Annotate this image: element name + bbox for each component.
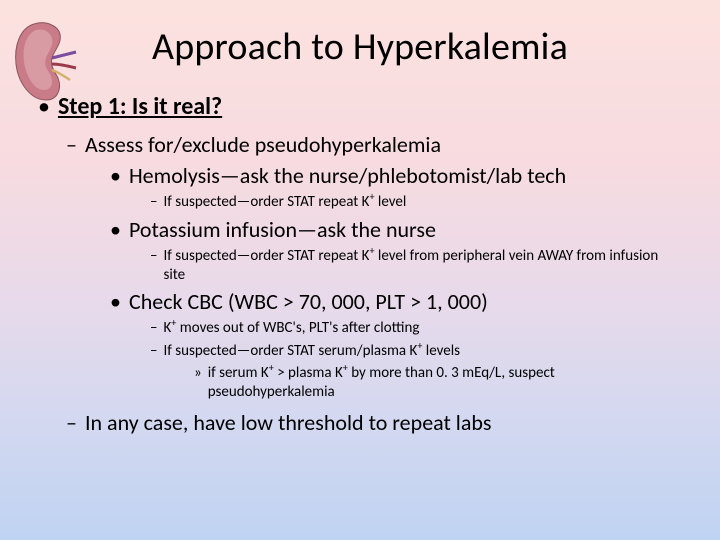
bullet-l4: – — [150, 342, 157, 361]
bullet-l4: – — [150, 193, 157, 212]
text: If suspected—order STAT repeat K+ level — [163, 193, 406, 212]
list-item: – If suspected—order STAT repeat K+ leve… — [150, 247, 682, 285]
bullet-l5: » — [194, 364, 202, 383]
text: Check CBC (WBC > 70, 000, PLT > 1, 000) — [129, 288, 488, 315]
list-item: » if serum K+ > plasma K+ by more than 0… — [194, 364, 682, 402]
kidney-icon — [12, 18, 84, 106]
text: If suspected—order STAT repeat K+ level … — [163, 247, 664, 285]
text: K+ moves out of WBC's, PLT's after clott… — [163, 319, 419, 338]
list-item: – If suspected—order STAT repeat K+ leve… — [150, 193, 682, 212]
text: Potassium infusion—ask the nurse — [129, 216, 436, 243]
slide-body: • Step 1: Is it real? – Assess for/exclu… — [0, 70, 720, 436]
list-item: • Hemolysis—ask the nurse/phlebotomist/l… — [110, 162, 682, 189]
slide-title: Approach to Hyperkalemia — [0, 0, 720, 70]
list-item: • Potassium infusion—ask the nurse — [110, 216, 682, 243]
text: In any case, have low threshold to repea… — [85, 409, 491, 436]
text: If suspected—order STAT serum/plasma K+ … — [163, 342, 460, 361]
bullet-l2: – — [66, 409, 77, 436]
list-item: • Check CBC (WBC > 70, 000, PLT > 1, 000… — [110, 288, 682, 315]
bullet-l4: – — [150, 247, 157, 266]
list-item: – In any case, have low threshold to rep… — [66, 409, 682, 436]
text: Hemolysis—ask the nurse/phlebotomist/lab… — [129, 162, 566, 189]
bullet-l3: • — [110, 162, 121, 189]
bullet-l3: • — [110, 288, 121, 315]
list-item: – Assess for/exclude pseudohyperkalemia — [66, 131, 682, 158]
step-heading: • Step 1: Is it real? — [38, 92, 682, 121]
list-item: – If suspected—order STAT serum/plasma K… — [150, 342, 682, 361]
list-item: – K+ moves out of WBC's, PLT's after clo… — [150, 319, 682, 338]
text: if serum K+ > plasma K+ by more than 0. … — [208, 364, 658, 402]
text: Assess for/exclude pseudohyperkalemia — [85, 131, 441, 158]
bullet-l3: • — [110, 216, 121, 243]
bullet-l4: – — [150, 319, 157, 338]
bullet-l2: – — [66, 131, 77, 158]
